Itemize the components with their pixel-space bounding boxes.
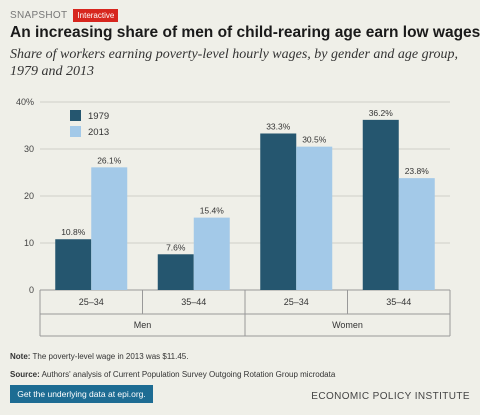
data-label: 10.8%	[61, 227, 86, 237]
bar	[193, 217, 230, 290]
bar	[398, 178, 435, 290]
chart-subtitle: Share of workers earning poverty-level h…	[10, 47, 459, 79]
y-tick-label: 0	[29, 285, 34, 295]
data-label: 23.8%	[405, 166, 430, 176]
bar	[260, 133, 297, 290]
data-label: 7.6%	[166, 242, 186, 252]
note-text: The poverty-level wage in 2013 was $11.4…	[32, 352, 189, 361]
underlying-data-link[interactable]: Get the underlying data at epi.org.	[10, 385, 153, 403]
y-tick-label: 20	[24, 191, 34, 201]
bar	[157, 254, 194, 290]
snapshot-label: SNAPSHOT	[10, 9, 68, 21]
source-label: Source:	[10, 370, 40, 379]
x-tick-label: 35–44	[181, 297, 206, 307]
source: Source: Authors' analysis of Current Pop…	[10, 370, 335, 379]
bar	[55, 239, 92, 290]
note-label: Note:	[10, 352, 31, 361]
data-label: 15.4%	[200, 206, 225, 216]
source-text: Authors' analysis of Current Population …	[41, 370, 336, 379]
chart-title: An increasing share of men of child-rear…	[10, 24, 480, 41]
legend-label: 2013	[88, 127, 109, 138]
interactive-badge[interactable]: Interactive	[73, 8, 119, 22]
x-tick-label: 25–34	[284, 297, 309, 307]
y-tick-label: 30	[24, 144, 34, 154]
data-label: 36.2%	[369, 108, 394, 118]
bar-chart: 0 10 20 30 40% 10.8% 26.1% 25–34 7.6% 15.4% 35–44 3…	[16, 97, 451, 337]
group-label: Men	[134, 320, 152, 330]
group-label: Women	[332, 320, 363, 330]
legend-label: 1979	[88, 111, 109, 122]
legend-swatch	[70, 110, 81, 121]
y-tick-label: 10	[24, 238, 34, 248]
bar	[296, 146, 333, 290]
header-row: SNAPSHOT Interactive	[10, 7, 119, 23]
legend-swatch	[70, 126, 81, 137]
y-tick-label: 40%	[16, 97, 34, 107]
note: Note: The poverty-level wage in 2013 was…	[10, 352, 188, 361]
data-label: 26.1%	[97, 155, 122, 165]
x-tick-label: 35–44	[386, 297, 411, 307]
x-tick-label: 25–34	[79, 297, 104, 307]
bar	[362, 119, 399, 290]
data-label: 33.3%	[266, 121, 291, 131]
bar	[91, 167, 128, 290]
organization-name: ECONOMIC POLICY INSTITUTE	[311, 391, 470, 402]
data-label: 30.5%	[302, 135, 327, 145]
